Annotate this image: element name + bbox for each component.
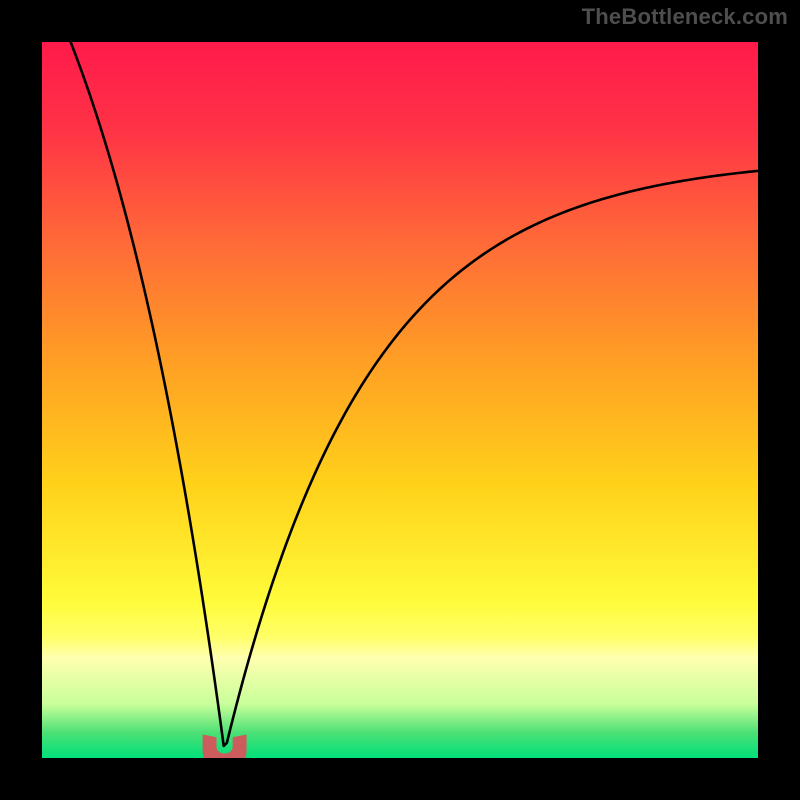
gradient-background bbox=[42, 42, 758, 758]
bottleneck-chart bbox=[42, 42, 758, 758]
chart-container: { "watermark": { "text": "TheBottleneck.… bbox=[0, 0, 800, 800]
watermark-text: TheBottleneck.com bbox=[582, 4, 788, 30]
